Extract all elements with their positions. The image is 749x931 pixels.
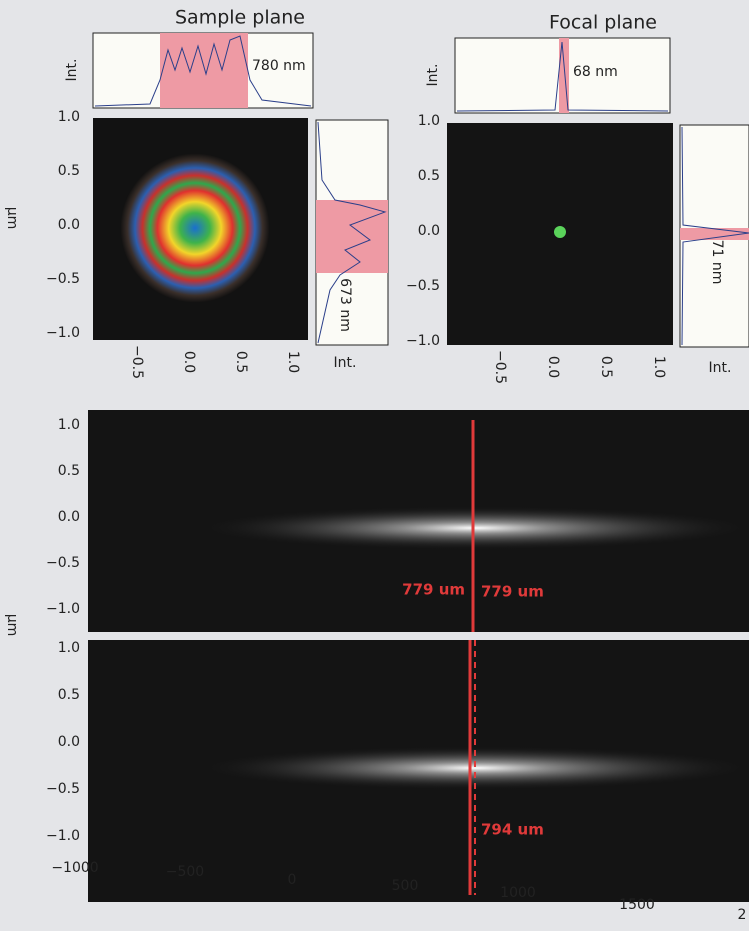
ring-pattern xyxy=(120,153,270,303)
x-tick-label: 0.5 xyxy=(598,356,614,378)
width-label: 71 nm xyxy=(709,240,725,285)
axis-label: Int. xyxy=(334,355,357,371)
y-tick-label: 0.5 xyxy=(58,463,80,479)
x-tick-label: −1000 xyxy=(51,860,98,876)
axis-label: µm xyxy=(4,207,20,230)
y-tick-label: −1.0 xyxy=(46,828,80,844)
width-label: 780 nm xyxy=(252,58,306,74)
y-tick-label: −1.0 xyxy=(46,601,80,617)
y-tick-label: 0.0 xyxy=(58,217,80,233)
beam xyxy=(195,746,749,790)
x-tick-label: 0.0 xyxy=(545,356,561,378)
y-tick-label: −0.5 xyxy=(46,555,80,571)
annotation: 779 um xyxy=(481,583,544,601)
y-tick-label: 0.5 xyxy=(58,163,80,179)
x-tick-label: 0.5 xyxy=(233,351,249,373)
x-tick-label: 1.0 xyxy=(651,356,667,378)
fwhm-band xyxy=(316,200,388,273)
x-tick-label: −0.5 xyxy=(129,345,145,379)
x-tick-label: −0.5 xyxy=(492,350,508,384)
y-tick-label: −1.0 xyxy=(406,333,440,349)
y-tick-label: 1.0 xyxy=(58,417,80,433)
axis-label: Int. xyxy=(64,59,80,82)
axis-label: µm xyxy=(4,614,20,637)
y-tick-label: −0.5 xyxy=(46,271,80,287)
axis-label: Int. xyxy=(709,360,732,376)
x-tick-label: 1000 xyxy=(500,885,536,901)
x-tick-label: 0 xyxy=(288,872,297,888)
title: Sample plane xyxy=(175,7,305,29)
x-tick-label: 500 xyxy=(392,878,419,894)
focal-spot xyxy=(554,226,566,238)
annotation: 794 um xyxy=(481,821,544,839)
y-tick-label: 1.0 xyxy=(58,109,80,125)
axis-label: Int. xyxy=(425,64,441,87)
y-tick-label: 0.0 xyxy=(58,509,80,525)
figure: Sample plane Focal plane Int. Int. 780 n… xyxy=(0,0,749,931)
y-tick-label: 0.5 xyxy=(418,168,440,184)
title: Focal plane xyxy=(549,12,657,34)
y-tick-label: 1.0 xyxy=(58,640,80,656)
fwhm-band xyxy=(160,33,248,108)
y-tick-label: 0.0 xyxy=(418,223,440,239)
y-tick-label: 0.5 xyxy=(58,687,80,703)
y-tick-label: 0.0 xyxy=(58,734,80,750)
x-tick-label: −500 xyxy=(166,864,204,880)
x-tick-label: 1500 xyxy=(619,897,655,913)
width-label: 673 nm xyxy=(337,278,353,332)
x-tick-label: 2 xyxy=(738,907,747,923)
x-tick-label: 0.0 xyxy=(181,351,197,373)
x-tick-label: 1.0 xyxy=(285,351,301,373)
width-label: 68 nm xyxy=(573,64,618,80)
annotation: 779 um xyxy=(402,581,465,599)
y-tick-label: −0.5 xyxy=(406,278,440,294)
y-tick-label: 1.0 xyxy=(418,113,440,129)
y-tick-label: −0.5 xyxy=(46,781,80,797)
y-tick-label: −1.0 xyxy=(46,325,80,341)
